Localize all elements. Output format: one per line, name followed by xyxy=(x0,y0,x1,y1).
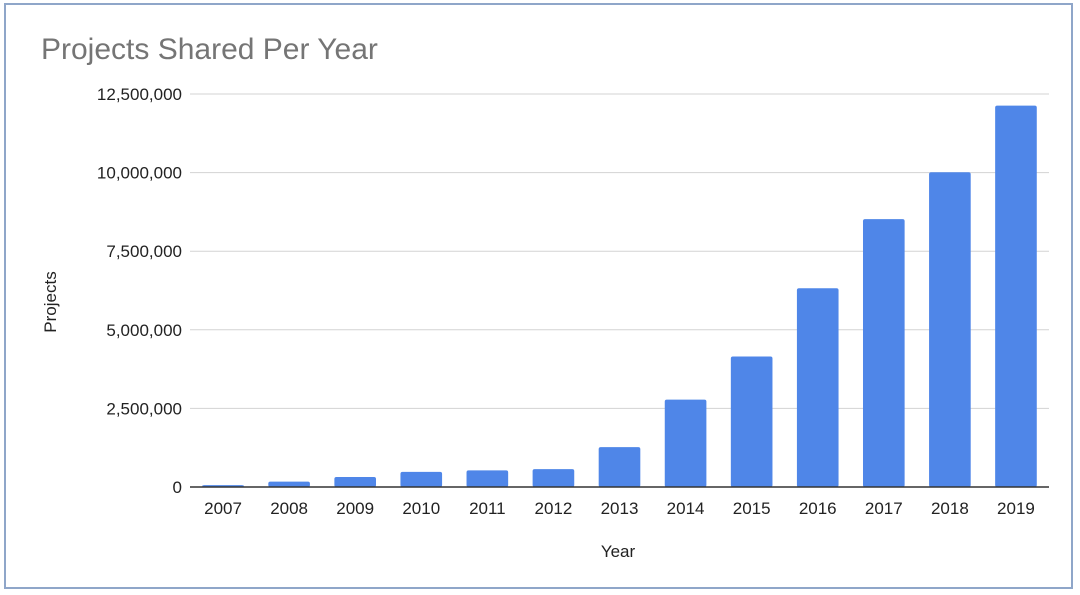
y-tick-label: 5,000,000 xyxy=(106,321,182,340)
x-tick-label: 2019 xyxy=(997,499,1035,518)
x-tick-label: 2007 xyxy=(204,499,242,518)
x-tick-label: 2008 xyxy=(270,499,308,518)
chart-title: Projects Shared Per Year xyxy=(41,33,378,66)
bar-2019 xyxy=(995,105,1037,487)
x-tick-label: 2018 xyxy=(931,499,969,518)
bar-2011 xyxy=(466,470,509,487)
x-axis-title: Year xyxy=(601,542,636,561)
bar-2014 xyxy=(664,399,707,487)
bar-chart: 0 2,500,000 5,000,000 7,500,000 10,000,000 12… xyxy=(41,85,1049,561)
y-tick-label: 10,000,000 xyxy=(97,164,182,183)
axes: 0 2,500,000 5,000,000 7,500,000 10,000,000 12… xyxy=(97,85,1049,518)
y-tick-label: 12,500,000 xyxy=(97,85,182,104)
bar-2015 xyxy=(730,356,773,487)
x-tick-label: 2017 xyxy=(865,499,903,518)
y-tick-label: 7,500,000 xyxy=(106,242,182,261)
bar-2012 xyxy=(532,469,575,487)
x-tick-label: 2012 xyxy=(535,499,573,518)
bar-2018 xyxy=(929,172,971,488)
x-tick-label: 2015 xyxy=(733,499,771,518)
bar-2017 xyxy=(862,219,905,487)
x-tick-label: 2009 xyxy=(336,499,374,518)
bar-2016 xyxy=(796,288,839,487)
x-tick-label: 2010 xyxy=(402,499,440,518)
x-tick-label: 2016 xyxy=(799,499,837,518)
bars xyxy=(202,105,1037,488)
chart-frame: Projects Shared Per Year 0 2,500,000 5,000… xyxy=(4,3,1073,589)
x-tick-label: 2013 xyxy=(601,499,639,518)
x-tick-label: 2014 xyxy=(667,499,705,518)
gridlines xyxy=(190,93,1049,409)
y-tick-label: 0 xyxy=(173,478,182,497)
y-tick-label: 2,500,000 xyxy=(106,399,182,418)
bar-2013 xyxy=(598,447,641,487)
y-axis-title: Projects xyxy=(41,271,60,332)
bar-2009 xyxy=(334,476,377,487)
bar-2010 xyxy=(400,471,443,487)
x-tick-label: 2011 xyxy=(469,499,506,518)
bar-2008 xyxy=(268,481,310,487)
